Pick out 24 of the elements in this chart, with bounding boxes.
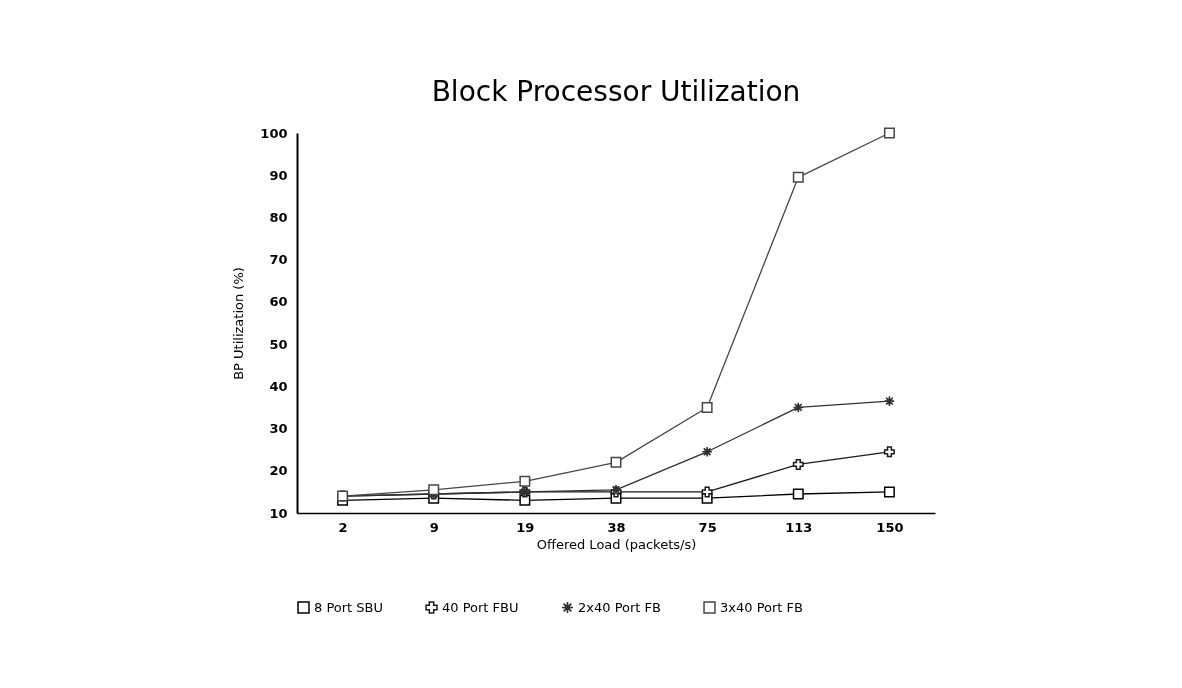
y-tick-label: 60 (269, 294, 288, 310)
x-tick-label: 113 (785, 519, 813, 535)
y-tick-label: 20 (269, 463, 288, 479)
legend-label: 3x40 Port FB (720, 599, 803, 615)
y-tick-label: 30 (269, 421, 288, 437)
chart-title: Block Processor Utilization (431, 75, 801, 109)
x-axis-title: Offered Load (packets/s) (536, 536, 697, 552)
y-axis-title: BP Utilization (%) (231, 267, 247, 380)
x-tick-label: 2 (338, 519, 348, 535)
x-tick-label: 75 (698, 519, 717, 535)
y-tick-label: 100 (260, 125, 288, 141)
x-tick-label: 19 (516, 519, 535, 535)
x-tick-label: 150 (876, 519, 904, 535)
x-tick-label: 38 (607, 519, 626, 535)
x-tick-label: 9 (429, 519, 439, 535)
y-tick-label: 50 (269, 336, 288, 352)
y-tick-label: 40 (269, 378, 288, 394)
y-tick-label: 70 (269, 252, 288, 268)
y-tick-label: 90 (269, 167, 288, 183)
y-tick-label: 10 (269, 505, 288, 521)
legend-label: 8 Port SBU (314, 599, 383, 615)
legend-label: 2x40 Port FB (578, 599, 661, 615)
legend-label: 40 Port FBU (442, 599, 519, 615)
y-tick-label: 80 (269, 209, 288, 225)
